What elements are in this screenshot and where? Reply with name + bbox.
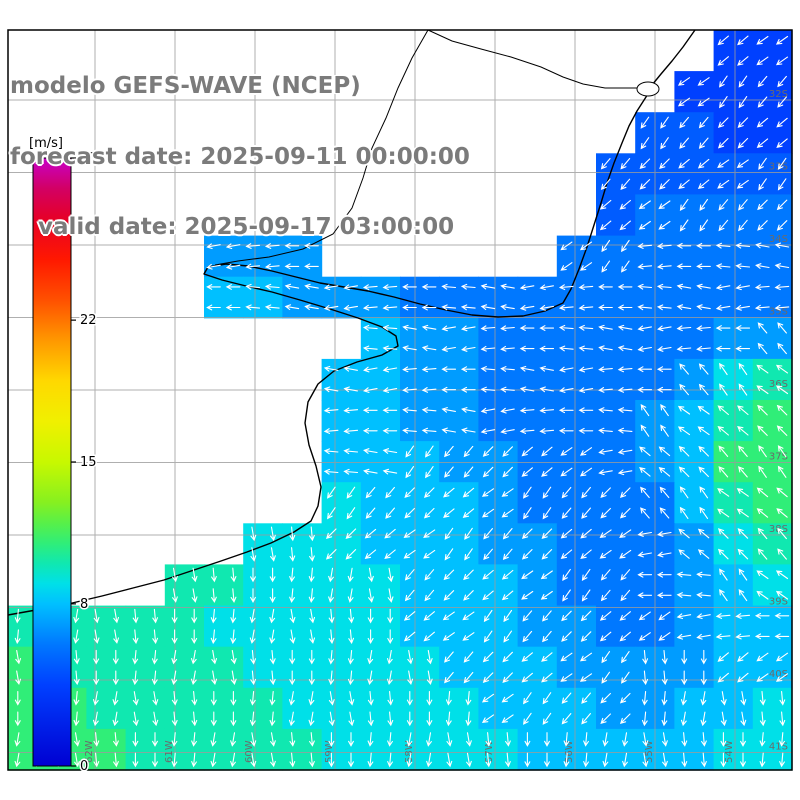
svg-text:58W: 58W — [404, 740, 415, 763]
svg-text:34S: 34S — [769, 234, 788, 245]
svg-text:35S: 35S — [769, 307, 788, 318]
colorbar-tick-label: 15 — [80, 455, 97, 470]
graticule — [8, 30, 792, 770]
colorbar-tick-label: 22 — [80, 313, 97, 328]
svg-text:56W: 56W — [564, 740, 575, 763]
svg-text:54W: 54W — [724, 740, 735, 763]
svg-text:40S: 40S — [769, 669, 788, 680]
country-borders — [214, 29, 637, 266]
svg-text:57W: 57W — [484, 740, 495, 763]
forecast-date: forecast date: 2025-09-11 00:00:00 — [10, 143, 470, 170]
coastline — [7, 29, 696, 616]
colorbar-tick-label: 30 — [80, 151, 97, 166]
wind-arrows — [14, 35, 790, 768]
svg-text:32S: 32S — [769, 89, 788, 100]
title-block: modelo GEFS-WAVE (NCEP) forecast date: 2… — [10, 28, 470, 287]
svg-text:55W: 55W — [644, 740, 655, 763]
colorbar-gradient — [32, 157, 72, 767]
lagoon — [636, 81, 660, 97]
svg-text:60W: 60W — [244, 740, 255, 763]
svg-text:59W: 59W — [324, 740, 335, 763]
colorbar-tick-label: 8 — [80, 597, 88, 612]
colorbar-tick-label: 0 — [80, 759, 88, 774]
svg-text:61W: 61W — [164, 740, 175, 763]
svg-text:36S: 36S — [769, 379, 788, 390]
svg-text:37S: 37S — [769, 452, 788, 463]
map-frame — [7, 29, 793, 771]
model-name: modelo GEFS-WAVE (NCEP) — [10, 73, 361, 99]
colorbar: 30 22 15 8 0 [m/s] — [29, 136, 98, 776]
colorbar-unit-label: [m/s] — [29, 136, 63, 151]
svg-text:41S: 41S — [769, 742, 788, 753]
svg-text:62W: 62W — [84, 740, 95, 763]
valid-date: valid date: 2025-09-17 03:00:00 — [38, 214, 455, 240]
svg-text:39S: 39S — [769, 597, 788, 608]
